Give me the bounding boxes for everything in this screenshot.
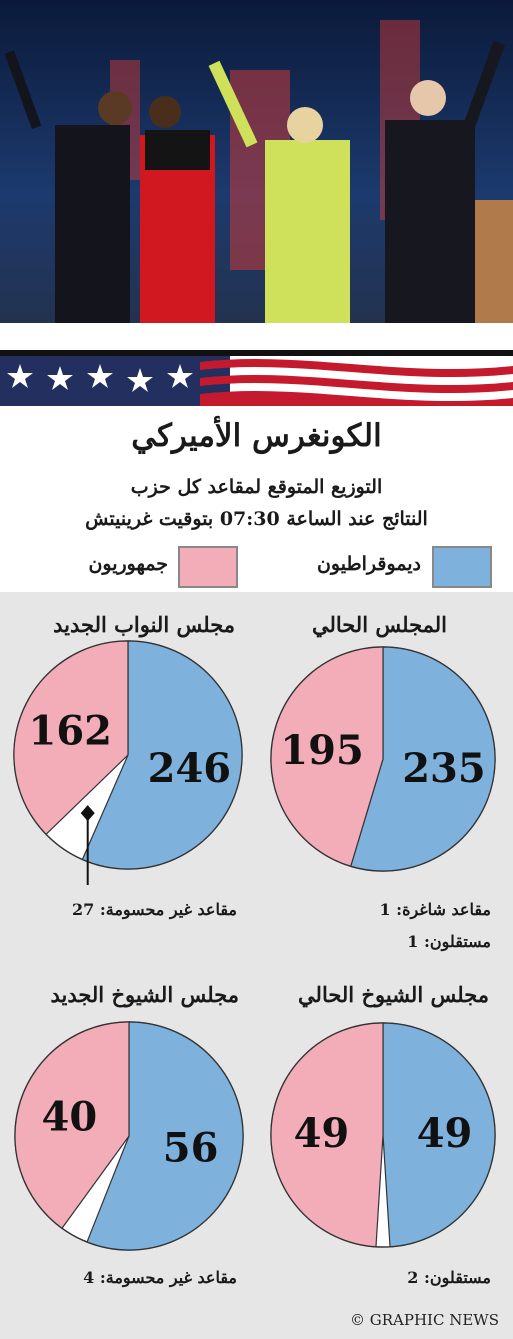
pie-label-republicans: 40: [42, 1094, 98, 1141]
page-subtitle: التوزيع المتوقع لمقاعد كل حزب: [130, 476, 383, 498]
pie-slice-republicans: [14, 1021, 130, 1230]
chart-title-current-house: المجلس الحالي: [311, 612, 447, 637]
pie-slice-democrats: [86, 1021, 244, 1251]
note-undecided-senate: مقاعد غير محسومة: 4: [83, 1268, 237, 1287]
legend-label-democrats: ديموقراطيون: [316, 553, 421, 575]
legend-swatch-republicans: [178, 546, 238, 588]
pie-label-democrats: 49: [417, 1110, 473, 1157]
legend-label-republicans: جمهوريون: [88, 553, 168, 575]
pie-slice-republicans: [270, 646, 384, 867]
note-independents-house: مستقلون: 1: [407, 932, 491, 951]
pie-slice-democrats: [382, 1022, 496, 1248]
results-time: النتائج عند الساعة 07:30 بتوقيت غرينيتش: [85, 508, 428, 530]
pie-label-republicans: 195: [280, 727, 364, 774]
pie-slice-republicans: [270, 1022, 384, 1248]
pie-label-democrats: 56: [163, 1125, 219, 1172]
pie-slice-democrats: [81, 640, 243, 870]
note-undecided-house: مقاعد غير محسومة: 27: [72, 900, 237, 919]
legend-swatch-democrats: [432, 546, 492, 588]
chart-title-current-senate: مجلس الشيوخ الحالي: [298, 982, 489, 1007]
pie-slice-republicans: [13, 640, 129, 836]
note-independents-senate: مستقلون: 2: [407, 1268, 491, 1287]
divider-bar: [0, 350, 513, 356]
pie-label-democrats: 246: [148, 745, 232, 792]
flag-banner: [0, 356, 513, 406]
credit: © GRAPHIC NEWS: [350, 1311, 499, 1329]
pie-label-republicans: 162: [29, 708, 113, 755]
note-vacant-seats: مقاعد شاغرة: 1: [379, 900, 491, 919]
pie-label-republicans: 49: [294, 1110, 350, 1157]
undecided-pointer-diamond: [80, 805, 95, 822]
pie-slice-democrats: [349, 646, 496, 872]
chart-title-new-senate: مجلس الشيوخ الجديد: [50, 982, 239, 1007]
page-title: الكونغرس الأميركي: [131, 418, 382, 454]
pie-label-democrats: 235: [402, 745, 486, 792]
celebration-photo: [0, 0, 513, 323]
chart-title-new-house: مجلس النواب الجديد: [53, 612, 235, 637]
